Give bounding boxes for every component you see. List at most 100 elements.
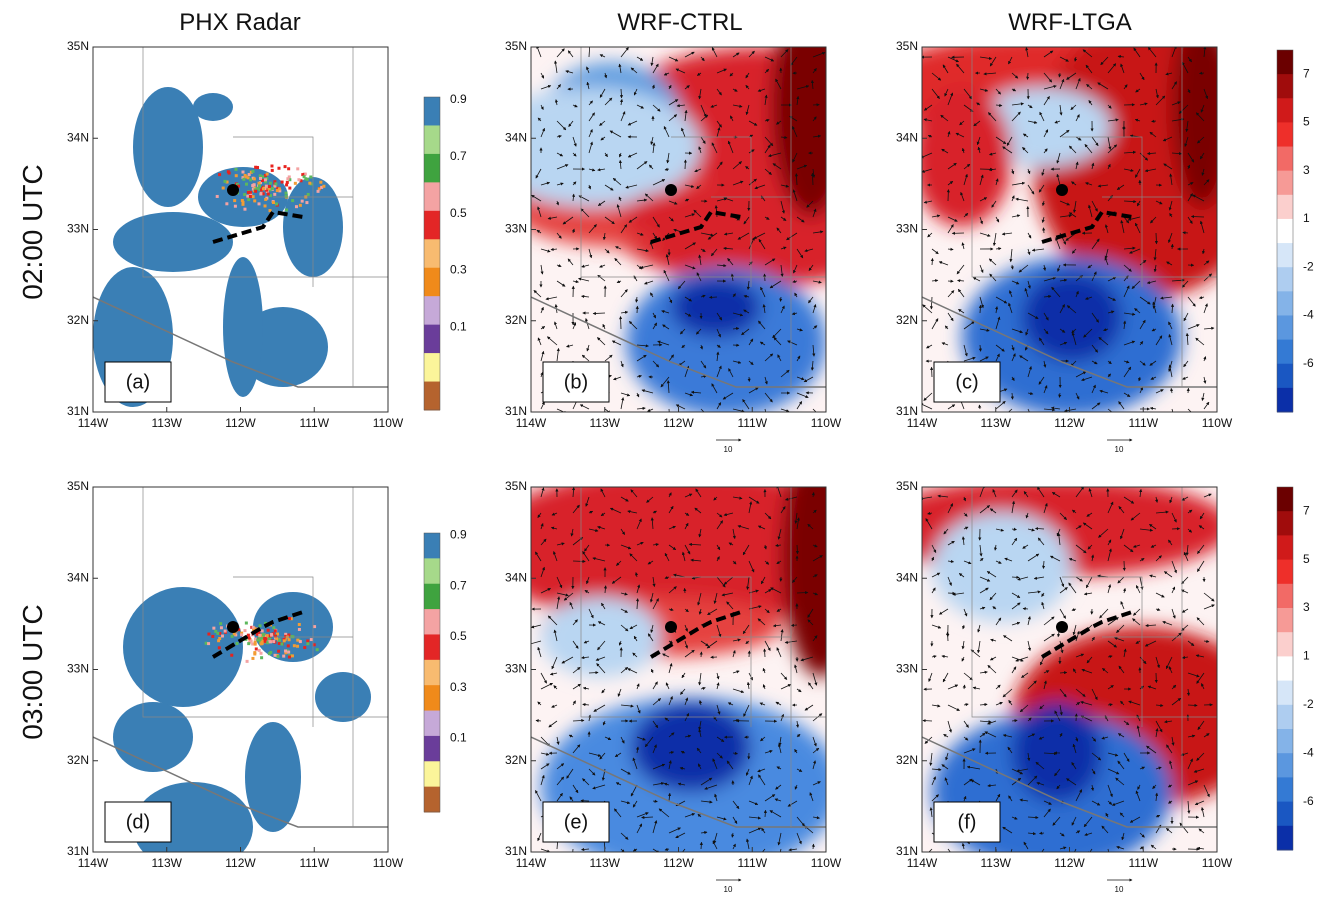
radar-pixel	[266, 173, 269, 176]
radar-pixel	[267, 629, 270, 632]
colorbar-swatch	[424, 97, 440, 126]
radar-pixel	[284, 165, 287, 168]
radar-pixel	[247, 642, 250, 645]
wind-vector	[536, 720, 541, 721]
radar-pixel	[267, 193, 270, 196]
colorbar-swatch	[424, 736, 440, 762]
panel-label: (b)	[564, 371, 588, 393]
radar-pixel	[207, 642, 210, 645]
radar-pixel	[243, 629, 246, 632]
wind-vector	[685, 160, 686, 169]
radar-pixel	[313, 625, 316, 628]
phoenix-marker	[227, 621, 239, 633]
x-tick-label: 112W	[1054, 416, 1085, 430]
panel-label: (f)	[958, 811, 977, 833]
wind-vector	[797, 545, 798, 554]
radar-pixel	[265, 185, 268, 188]
radar-pixel	[264, 640, 267, 643]
radar-pixel	[258, 182, 261, 185]
row-label: 03:00 UTC	[17, 604, 48, 739]
colorbar-swatch	[1277, 608, 1293, 633]
radar-pixel	[219, 622, 222, 625]
radar-pixel	[258, 202, 261, 205]
radar-pixel	[275, 202, 278, 205]
radar-pixel	[301, 200, 304, 203]
x-tick-label: 113W	[981, 416, 1012, 430]
radar-pixel	[291, 199, 294, 202]
radar-pixel	[317, 190, 320, 193]
colorbar-swatch	[424, 711, 440, 737]
radar-pixel	[258, 634, 261, 637]
radar-pixel	[256, 166, 259, 169]
colorbar-swatch	[424, 558, 440, 584]
y-tick-label: 35N	[67, 479, 89, 493]
radar-pixel	[231, 635, 234, 638]
radar-pixel	[264, 178, 267, 181]
radar-pixel	[251, 170, 254, 173]
radar-pixel	[218, 173, 221, 176]
scale-label: 10	[724, 885, 733, 894]
radar-pixel	[271, 187, 274, 190]
radar-pixel	[235, 174, 238, 177]
radar-pixel	[212, 627, 215, 630]
radar-pixel	[244, 174, 247, 177]
radar-pixel	[308, 182, 311, 185]
radar-pixel	[285, 183, 288, 186]
radar-pixel	[242, 201, 245, 204]
radar-pixel	[271, 169, 274, 172]
x-tick-label: 111W	[299, 856, 329, 870]
x-tick-label: 110W	[1202, 856, 1233, 870]
radar-echo	[223, 257, 263, 397]
radar-pixel	[288, 656, 291, 659]
colorbar-swatch	[1277, 50, 1293, 75]
radar-pixel	[252, 195, 255, 198]
radar-pixel	[285, 192, 288, 195]
phoenix-marker	[1056, 184, 1068, 196]
radar-pixel	[259, 624, 262, 627]
colorbar-swatch	[1277, 535, 1293, 560]
radar-pixel	[249, 195, 252, 198]
y-tick-label: 35N	[896, 39, 918, 53]
colorbar-label: 7	[1303, 503, 1310, 517]
x-tick-label: 111W	[1128, 416, 1158, 430]
radar-pixel	[303, 175, 306, 178]
radar-pixel	[234, 168, 237, 171]
radar-pixel	[246, 195, 249, 198]
x-tick-label: 111W	[737, 856, 767, 870]
colorbar-swatch	[1277, 147, 1293, 172]
wind-vector	[791, 625, 797, 626]
colorbar-swatch	[424, 609, 440, 635]
radar-pixel	[281, 181, 284, 184]
radar-pixel	[297, 178, 300, 181]
radar-pixel	[251, 657, 254, 660]
radar-pixel	[207, 633, 210, 636]
radar-pixel	[306, 642, 309, 645]
radar-pixel	[259, 177, 262, 180]
radar-pixel	[233, 199, 236, 202]
colorbar-swatch	[424, 533, 440, 559]
x-tick-label: 114W	[78, 416, 109, 430]
y-tick-label: 34N	[67, 570, 89, 584]
colorbar-swatch	[424, 584, 440, 610]
radar-pixel	[218, 637, 221, 640]
radar-pixel	[262, 187, 265, 190]
y-tick-label: 33N	[505, 662, 527, 676]
colorbar-swatch	[1277, 315, 1293, 340]
phoenix-marker	[665, 184, 677, 196]
radar-pixel	[309, 175, 312, 178]
radar-pixel	[260, 656, 263, 659]
radar-pixel	[254, 641, 257, 644]
colorbar-swatch	[1277, 388, 1293, 413]
phoenix-marker	[1056, 621, 1068, 633]
wind-vector	[1191, 216, 1204, 217]
y-tick-label: 33N	[67, 222, 89, 236]
radar-pixel	[269, 182, 272, 185]
radar-pixel	[220, 626, 223, 629]
colorbar-swatch	[1277, 632, 1293, 657]
radar-pixel	[241, 171, 244, 174]
wind-vector	[932, 258, 933, 265]
x-tick-label: 112W	[663, 416, 694, 430]
colorbar-label: 0.7	[450, 578, 467, 592]
colorbar-swatch	[1277, 705, 1293, 730]
y-tick-label: 34N	[505, 570, 527, 584]
